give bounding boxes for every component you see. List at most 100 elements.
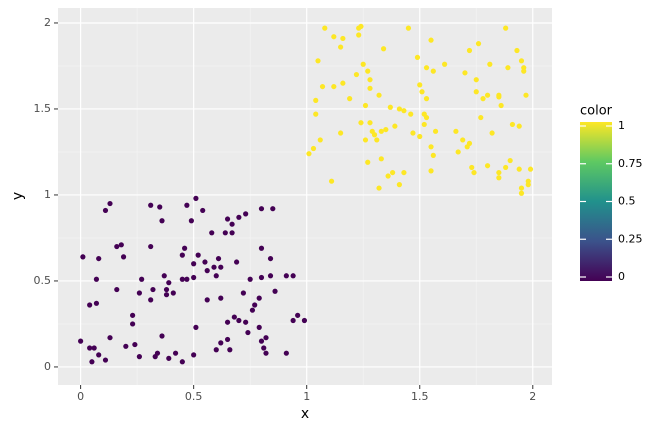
- point: [136, 290, 142, 296]
- point: [247, 276, 253, 282]
- point: [179, 276, 185, 282]
- point: [360, 61, 366, 67]
- point: [191, 274, 197, 281]
- point: [224, 216, 231, 222]
- point: [204, 268, 210, 274]
- colorbar-title: color: [580, 104, 613, 119]
- point: [356, 32, 362, 38]
- point: [383, 126, 389, 133]
- point: [195, 252, 201, 258]
- point: [240, 290, 246, 296]
- point: [322, 25, 328, 31]
- x-axis-title: x: [301, 406, 309, 422]
- point: [258, 206, 265, 212]
- point: [102, 357, 109, 363]
- y-tick-label: 1.5: [34, 102, 52, 115]
- point: [367, 77, 373, 83]
- point: [93, 276, 100, 282]
- point: [267, 273, 274, 279]
- point: [204, 297, 210, 303]
- point: [469, 164, 475, 171]
- point: [172, 350, 179, 356]
- point: [213, 347, 219, 353]
- point: [396, 106, 402, 112]
- point: [218, 295, 224, 301]
- point: [295, 312, 301, 318]
- point: [263, 335, 269, 341]
- point: [157, 204, 163, 210]
- point: [507, 157, 513, 164]
- point: [521, 68, 527, 74]
- point: [527, 166, 534, 172]
- point: [222, 230, 228, 236]
- point: [317, 137, 323, 143]
- point: [184, 276, 190, 282]
- x-tick-label: 1.5: [411, 390, 429, 403]
- point: [367, 120, 373, 126]
- point: [430, 68, 436, 74]
- point: [419, 89, 425, 95]
- point: [423, 96, 430, 102]
- point: [236, 317, 242, 324]
- point: [442, 61, 448, 67]
- point: [423, 114, 430, 121]
- point: [518, 185, 525, 191]
- point: [365, 68, 371, 74]
- point: [371, 132, 378, 138]
- x-tick-label: 0: [77, 390, 84, 403]
- point: [516, 166, 522, 172]
- point: [258, 245, 265, 251]
- point: [231, 314, 237, 320]
- point: [315, 58, 321, 64]
- point: [290, 317, 296, 324]
- point: [91, 345, 97, 351]
- point: [261, 345, 267, 351]
- point: [218, 340, 224, 346]
- point: [408, 111, 414, 117]
- colorbar-tick-label: 1: [618, 119, 625, 132]
- point: [340, 35, 346, 42]
- x-tick-label: 1: [303, 390, 310, 403]
- point: [390, 169, 396, 176]
- point: [503, 164, 509, 171]
- point: [182, 245, 188, 251]
- point: [358, 120, 364, 126]
- point: [514, 47, 520, 54]
- point: [421, 121, 427, 128]
- point: [224, 319, 231, 325]
- point: [523, 92, 529, 98]
- point: [453, 128, 459, 134]
- point: [229, 230, 235, 236]
- point: [136, 354, 142, 360]
- point: [234, 259, 240, 265]
- panel: [58, 8, 552, 385]
- y-tick-label: 0.5: [34, 274, 52, 287]
- point: [130, 321, 136, 327]
- point: [405, 25, 412, 31]
- point: [306, 151, 312, 157]
- point: [417, 133, 423, 140]
- point: [466, 47, 473, 54]
- point: [378, 156, 384, 162]
- point: [471, 169, 477, 176]
- point: [114, 243, 120, 250]
- point: [166, 355, 172, 361]
- point: [340, 80, 346, 86]
- point: [378, 128, 384, 134]
- point: [328, 178, 335, 184]
- point: [290, 273, 296, 279]
- point: [516, 123, 522, 129]
- point: [159, 333, 165, 339]
- point: [159, 218, 165, 224]
- point: [209, 230, 215, 236]
- point: [396, 182, 402, 188]
- point: [80, 254, 86, 260]
- point: [191, 261, 197, 267]
- point: [163, 292, 170, 298]
- point: [236, 214, 242, 220]
- point: [525, 178, 531, 184]
- point: [423, 65, 430, 71]
- y-axis-title: y: [10, 192, 26, 200]
- point: [401, 169, 407, 176]
